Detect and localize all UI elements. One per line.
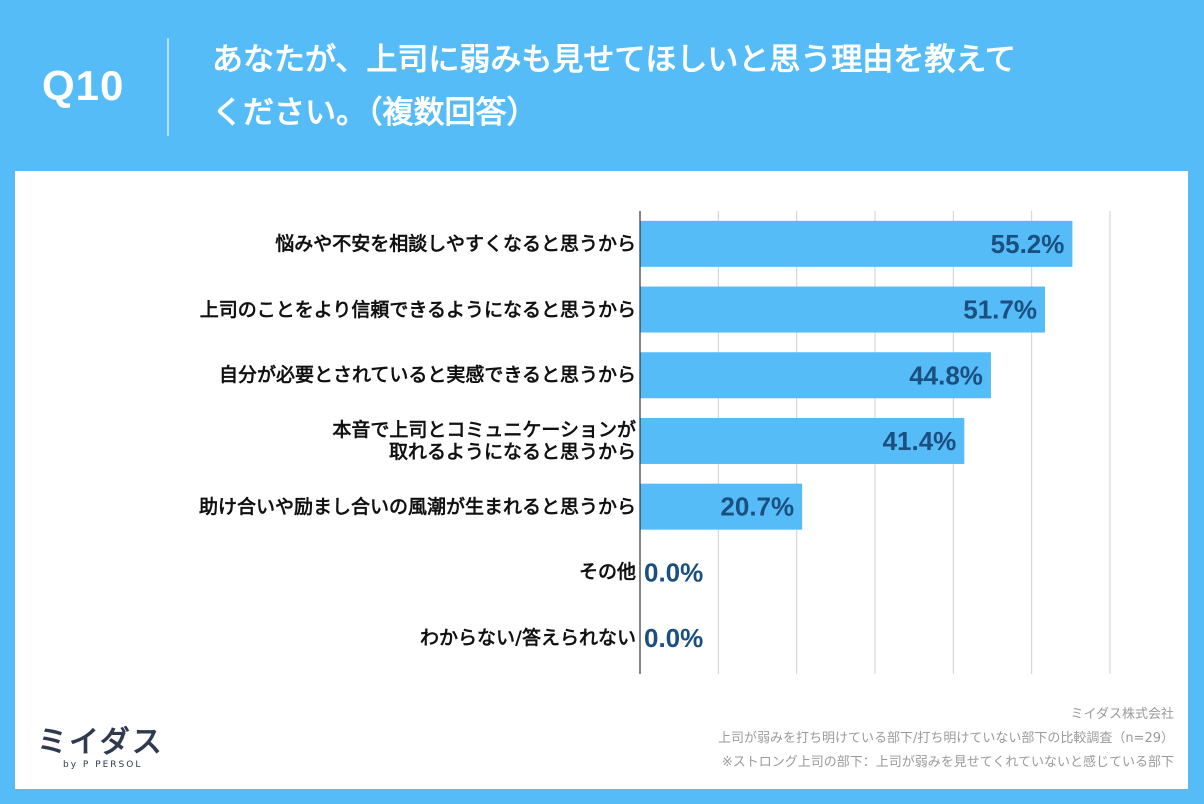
- credit-company: ミイダス株式会社: [1070, 707, 1174, 722]
- bar: [640, 220, 1073, 267]
- chart-panel: 悩みや不安を相談しやすくなると思うから上司のことをより信頼できるようになると思う…: [15, 171, 1188, 789]
- category-label-line: 助け合いや励まし合いの風潮が生まれると思うから: [198, 495, 636, 518]
- bar-value-label: 0.0%: [644, 557, 703, 587]
- question-line-2: ください。（複数回答）: [212, 95, 538, 131]
- credit-survey: 上司が弱みを打ち明けている部下/打ち明けていない部下の比較調査（n=29）: [717, 731, 1174, 746]
- bar-value-label: 0.0%: [644, 623, 703, 653]
- category-label: 上司のことをより信頼できるようになると思うから: [36, 299, 636, 321]
- header: Q10 あなたが、上司に弱みも見せてほしいと思う理由を教えて ください。（複数回…: [0, 0, 1204, 170]
- category-label-line: わからない/答えられない: [420, 627, 636, 650]
- category-label-line: 本音で上司とコミュニケーションが: [332, 418, 636, 441]
- category-label: 自分が必要とされていると実感できると思うから: [36, 364, 636, 386]
- category-label-line: 悩みや不安を相談しやすくなると思うから: [275, 232, 636, 255]
- miidas-logo: ミイダス by P PERSOL: [37, 726, 177, 776]
- bar-value-label: 44.8%: [909, 360, 983, 390]
- bar: [640, 417, 965, 464]
- header-divider: [167, 38, 169, 136]
- bar-chart: 55.2% 51.7% 44.8% 41.4% 20.7% 0.0% 0.0%: [639, 211, 1111, 674]
- category-label-line: 自分が必要とされていると実感できると思うから: [218, 364, 636, 387]
- category-labels: 悩みや不安を相談しやすくなると思うから上司のことをより信頼できるようになると思う…: [15, 171, 650, 671]
- bar: [640, 286, 1045, 333]
- category-label: 助け合いや励まし合いの風潮が生まれると思うから: [36, 496, 636, 518]
- logo-main-text: ミイダス: [37, 725, 164, 760]
- source-credit: ミイダス株式会社 上司が弱みを打ち明けている部下/打ち明けていない部下の比較調査…: [574, 703, 1174, 775]
- category-label: その他: [36, 561, 636, 583]
- bar-value-label: 41.4%: [883, 426, 957, 456]
- bar: [640, 483, 803, 530]
- category-label: 本音で上司とコミュニケーションが 取れるようになると思うから: [36, 419, 636, 463]
- category-label-line: 取れるようになると思うから: [388, 440, 636, 463]
- logo-sub-text: by P PERSOL: [63, 760, 143, 770]
- question-number: Q10: [42, 62, 125, 109]
- question-line-1: あなたが、上司に弱みも見せてほしいと思う理由を教えて: [212, 42, 1016, 78]
- category-label: わからない/答えられない: [36, 627, 636, 649]
- bar-value-label: 55.2%: [991, 229, 1065, 259]
- question-text: あなたが、上司に弱みも見せてほしいと思う理由を教えて ください。（複数回答）: [212, 34, 1172, 140]
- credit-note: ※ストロング上司の部下：上司が弱みを見せてくれていないと感じている部下: [721, 755, 1174, 770]
- category-label: 悩みや不安を相談しやすくなると思うから: [36, 233, 636, 255]
- category-label-line: 上司のことをより信頼できるようになると思うから: [199, 298, 636, 321]
- bar: [640, 352, 991, 399]
- bar-value-label: 20.7%: [720, 492, 794, 522]
- category-label-line: その他: [578, 561, 636, 584]
- bar-value-label: 51.7%: [963, 295, 1037, 325]
